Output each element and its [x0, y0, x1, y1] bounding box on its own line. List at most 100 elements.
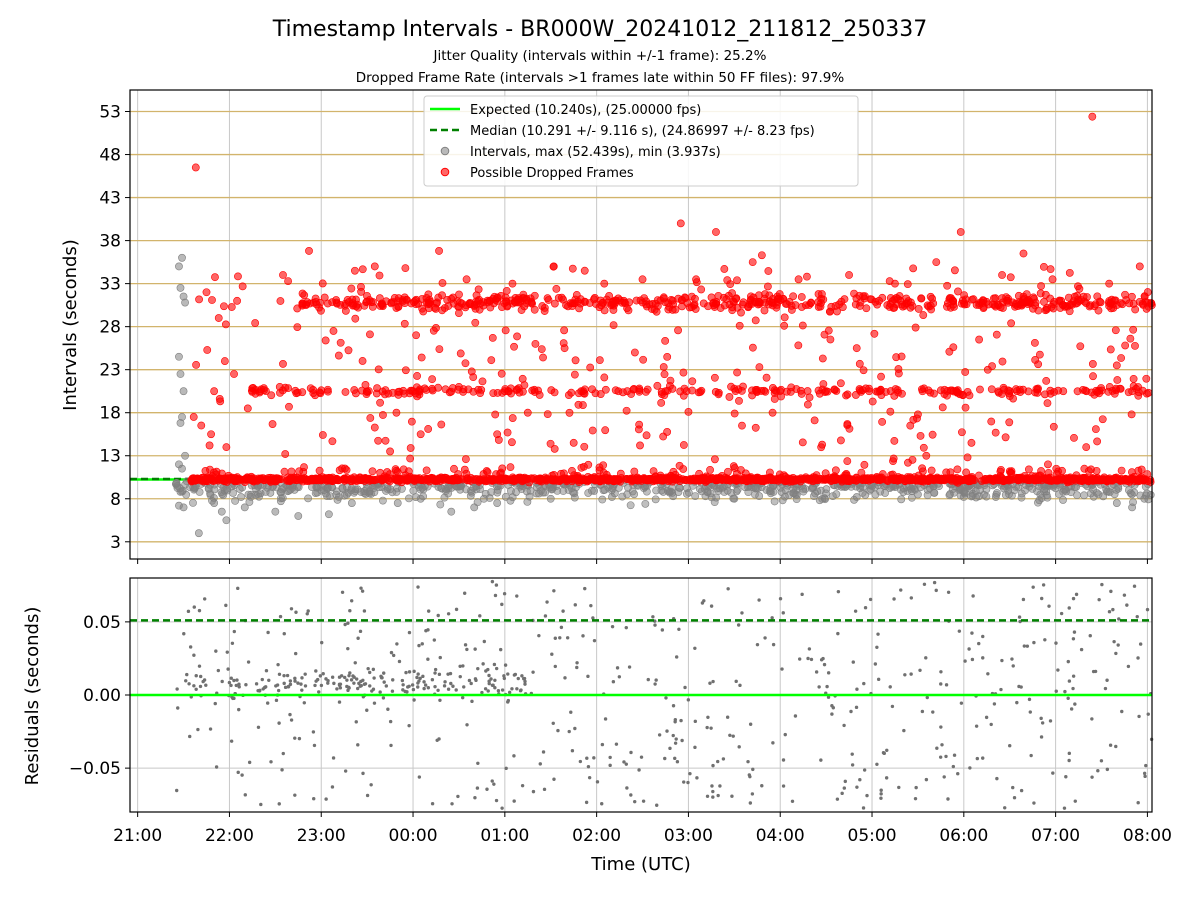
residual-point — [781, 784, 786, 788]
residual-point — [1039, 716, 1043, 721]
dropped-frame-point — [530, 388, 539, 396]
residual-point — [482, 639, 487, 644]
residual-point — [639, 755, 644, 759]
residual-point — [538, 762, 542, 766]
dropped-frame-point — [777, 392, 785, 401]
dropped-frame-point — [382, 473, 391, 482]
residual-point — [1039, 735, 1044, 739]
dropped-frame-point — [837, 297, 846, 306]
dropped-frame-point — [830, 386, 839, 394]
dropped-frame-point — [491, 410, 500, 419]
residual-point — [1067, 606, 1071, 610]
residual-point — [1066, 696, 1070, 701]
dropped-frame-point — [508, 414, 517, 422]
residual-point — [294, 610, 298, 614]
residual-point — [653, 682, 657, 686]
interval-point — [470, 503, 479, 512]
residual-point — [946, 797, 950, 801]
residual-point — [1054, 689, 1058, 693]
residual-point — [1062, 806, 1067, 810]
dropped-frame-point — [1049, 300, 1058, 309]
residual-point — [451, 684, 455, 688]
dropped-frame-point — [630, 348, 639, 357]
residual-point — [473, 677, 478, 681]
residual-point — [730, 794, 734, 798]
residual-point — [677, 627, 681, 631]
dropped-frame-point — [1037, 282, 1045, 290]
dropped-frame-point — [903, 280, 912, 289]
residual-point — [303, 684, 308, 688]
dropped-frame-point — [357, 476, 366, 484]
dropped-frame-point — [214, 314, 223, 322]
interval-point — [324, 510, 333, 519]
dropped-frame-point — [1048, 275, 1057, 284]
dropped-frame-point — [531, 339, 540, 348]
residual-point — [688, 771, 692, 776]
residual-point — [553, 664, 557, 669]
interval-point — [416, 494, 425, 503]
dropped-frame-point — [988, 362, 996, 371]
dropped-frame-point — [889, 474, 898, 483]
residual-point — [1066, 659, 1070, 664]
residual-point — [277, 672, 282, 676]
dropped-frame-point — [351, 266, 359, 275]
dropped-frame-point — [943, 281, 952, 290]
residual-point — [992, 702, 997, 706]
dropped-frame-point — [233, 296, 241, 305]
residual-point — [821, 656, 825, 661]
dropped-frame-point — [1131, 341, 1139, 350]
residual-point — [1032, 640, 1036, 645]
dropped-frame-point — [860, 460, 869, 469]
upper-y-tick-label: 53 — [99, 103, 121, 123]
dropped-frame-point — [450, 476, 458, 485]
interval-point — [999, 484, 1008, 493]
residual-point — [932, 580, 937, 585]
interval-point — [472, 485, 481, 494]
dropped-frame-point — [292, 473, 301, 482]
upper-x-ticks — [137, 559, 1148, 564]
residual-point — [326, 681, 330, 685]
dropped-frame-point — [318, 279, 327, 288]
residual-point — [726, 587, 730, 591]
dropped-frame-point — [347, 477, 356, 486]
dropped-frame-point — [588, 426, 597, 435]
residual-point — [470, 699, 474, 704]
residual-point — [879, 788, 883, 792]
residual-point — [237, 707, 241, 712]
dropped-frame-point — [922, 451, 931, 460]
residual-point — [337, 700, 342, 704]
dropped-frame-point — [1068, 474, 1076, 483]
residual-point — [1021, 597, 1026, 602]
residual-point — [519, 688, 523, 692]
residual-point — [415, 675, 419, 680]
dropped-frame-point — [489, 475, 498, 483]
interval-point — [982, 485, 991, 494]
dropped-frame-point — [623, 387, 632, 396]
residual-point — [480, 690, 484, 695]
residual-point — [693, 745, 697, 750]
residual-point — [230, 641, 235, 645]
residual-point — [1105, 767, 1110, 772]
residual-point — [404, 670, 408, 675]
residual-point — [312, 797, 316, 801]
residual-point — [611, 680, 616, 684]
dropped-frame-point — [961, 403, 970, 412]
residual-point — [358, 629, 363, 634]
residual-point — [731, 734, 735, 738]
dropped-frame-point — [714, 388, 723, 397]
residual-point — [1091, 669, 1096, 674]
residual-point — [368, 670, 372, 675]
residual-point — [682, 780, 686, 784]
residual-point — [303, 672, 307, 676]
residual-point — [1097, 597, 1101, 602]
residual-point — [320, 640, 324, 645]
residual-point — [1029, 753, 1033, 758]
dropped-frame-point — [859, 366, 868, 375]
residual-point — [348, 671, 352, 675]
x-tick-label: 03:00 — [664, 826, 713, 846]
dropped-frame-point — [1143, 298, 1152, 307]
residual-point — [462, 591, 467, 595]
dropped-frame-point — [270, 474, 279, 483]
residual-point — [504, 766, 508, 771]
residual-point — [876, 677, 881, 682]
